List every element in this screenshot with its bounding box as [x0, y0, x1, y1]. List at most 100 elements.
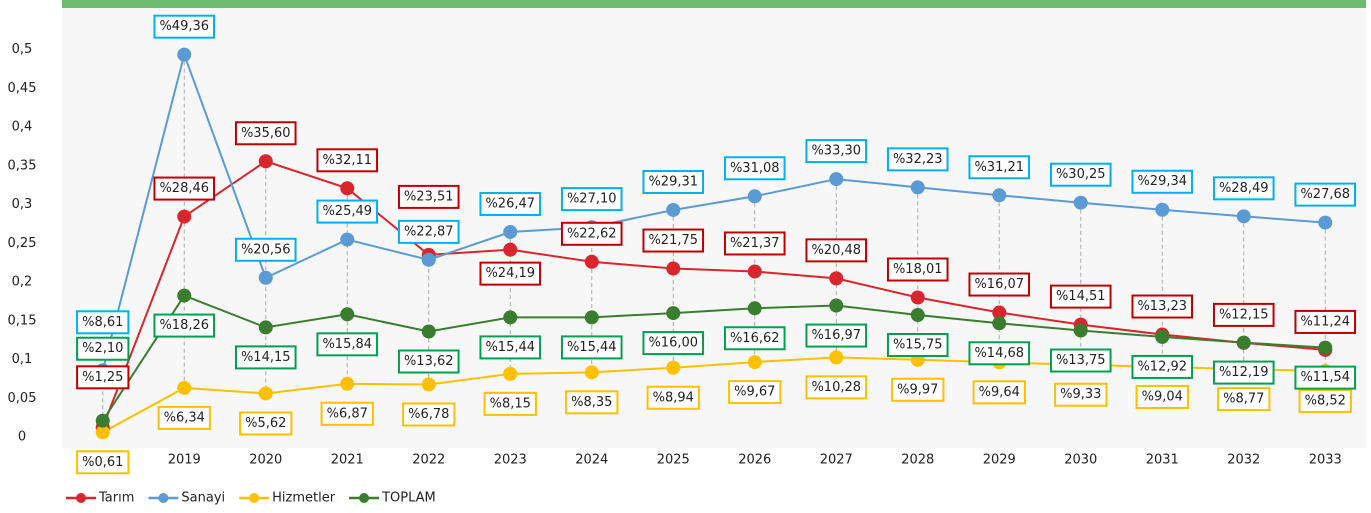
- data-label: %21,75: [642, 228, 705, 253]
- data-label: %11,54: [1294, 365, 1357, 390]
- data-label: %29,31: [642, 169, 705, 194]
- data-label: %8,15: [483, 391, 537, 416]
- data-label: %8,94: [646, 385, 700, 410]
- data-label-box: [886, 147, 949, 172]
- series-line: [101, 51, 1326, 371]
- point: [177, 288, 192, 303]
- point: [1236, 335, 1251, 350]
- data-label-box: [1212, 302, 1275, 327]
- data-label-text: %16,62: [730, 331, 780, 346]
- data-label: %14,51: [1049, 284, 1112, 309]
- data-label: %10,28: [805, 375, 868, 400]
- data-label: %8,35: [565, 390, 619, 415]
- data-label: %16,62: [723, 326, 786, 351]
- series-line: [102, 356, 1326, 434]
- point: [177, 47, 192, 62]
- data-label: %21,37: [723, 231, 786, 256]
- data-label-text: %13,75: [1056, 353, 1106, 368]
- data-label: %13,75: [1049, 348, 1112, 373]
- data-label: %15,75: [886, 333, 949, 358]
- data-label-text: %13,23: [1137, 299, 1187, 314]
- point: [421, 252, 436, 267]
- y-tick-label: 0,35: [8, 158, 37, 173]
- legend-marker: [76, 493, 86, 503]
- data-label-text: %0,61: [82, 455, 123, 470]
- point: [992, 316, 1007, 331]
- x-tick-label: 2020: [249, 453, 282, 468]
- data-label-text: %33,30: [811, 144, 861, 159]
- data-label-box: [316, 148, 379, 173]
- data-label: %22,87: [397, 219, 460, 244]
- data-label-text: %32,11: [322, 153, 372, 168]
- data-label: %5,62: [239, 411, 293, 436]
- data-label-box: [397, 184, 460, 209]
- y-tick-label: 0,05: [8, 391, 37, 406]
- data-label-text: %32,23: [893, 152, 943, 167]
- x-tick-label: 2019: [168, 453, 201, 468]
- point: [1318, 215, 1333, 230]
- data-label: %1,25: [76, 365, 130, 390]
- data-label-text: %11,54: [1300, 370, 1350, 385]
- data-label-box: [479, 261, 542, 286]
- data-label-text: %10,28: [811, 380, 861, 395]
- point: [747, 301, 762, 316]
- data-label-text: %6,87: [327, 406, 368, 421]
- y-tick-label: 0,15: [8, 313, 37, 328]
- data-label: %32,23: [886, 147, 949, 172]
- data-label: %15,84: [316, 332, 379, 357]
- data-label-box: [560, 187, 623, 212]
- point: [992, 188, 1007, 203]
- data-label-box: [560, 335, 623, 360]
- data-label-box: [805, 375, 868, 400]
- data-label-text: %11,24: [1300, 314, 1350, 329]
- data-label: %27,10: [560, 187, 623, 212]
- data-label: %14,68: [968, 341, 1031, 366]
- data-label: %14,15: [234, 345, 297, 370]
- data-label-box: [153, 176, 216, 201]
- point: [258, 386, 273, 401]
- point: [95, 425, 110, 440]
- data-label: %18,26: [153, 313, 216, 338]
- data-label-text: %21,75: [648, 233, 698, 248]
- legend-marker: [158, 493, 169, 503]
- data-label-box: [1054, 382, 1108, 407]
- data-label: %12,92: [1131, 354, 1194, 379]
- series-line: [101, 294, 1326, 422]
- data-label-text: %5,62: [245, 416, 286, 431]
- data-label: %13,23: [1131, 294, 1194, 319]
- point: [829, 350, 844, 365]
- point: [177, 380, 192, 395]
- data-label-box: [234, 237, 297, 262]
- data-label-box: [723, 326, 786, 351]
- data-label: %22,62: [560, 221, 623, 246]
- point: [829, 172, 844, 187]
- point: [340, 307, 355, 322]
- point: [1318, 340, 1333, 355]
- data-label-box: [1049, 162, 1112, 187]
- data-label-text: %27,68: [1300, 187, 1350, 202]
- point: [666, 306, 681, 321]
- y-tick-label: 0,4: [12, 120, 33, 135]
- data-label: %9,04: [1135, 384, 1189, 409]
- data-label-text: %9,33: [1060, 387, 1101, 402]
- point: [1155, 329, 1170, 344]
- data-label-text: %22,62: [567, 226, 617, 241]
- y-tick-label: 0,2: [12, 275, 33, 290]
- data-label-text: %14,68: [974, 346, 1024, 361]
- y-tick-label: 0,25: [8, 236, 37, 251]
- data-label-text: %28,49: [1219, 181, 1269, 196]
- legend-label: TOPLAM: [381, 491, 436, 506]
- data-label: %8,77: [1217, 387, 1271, 412]
- top-bar: [62, 0, 1366, 8]
- data-label-text: %21,37: [730, 236, 780, 251]
- y-tick-label: 0: [18, 430, 26, 445]
- data-label-text: %29,31: [648, 174, 698, 189]
- point: [584, 310, 599, 325]
- point: [584, 254, 599, 269]
- data-label-box: [728, 380, 782, 405]
- data-label-box: [316, 332, 379, 357]
- data-label: %24,19: [479, 261, 542, 286]
- data-label-box: [642, 169, 705, 194]
- data-label-text: %1,25: [82, 370, 123, 385]
